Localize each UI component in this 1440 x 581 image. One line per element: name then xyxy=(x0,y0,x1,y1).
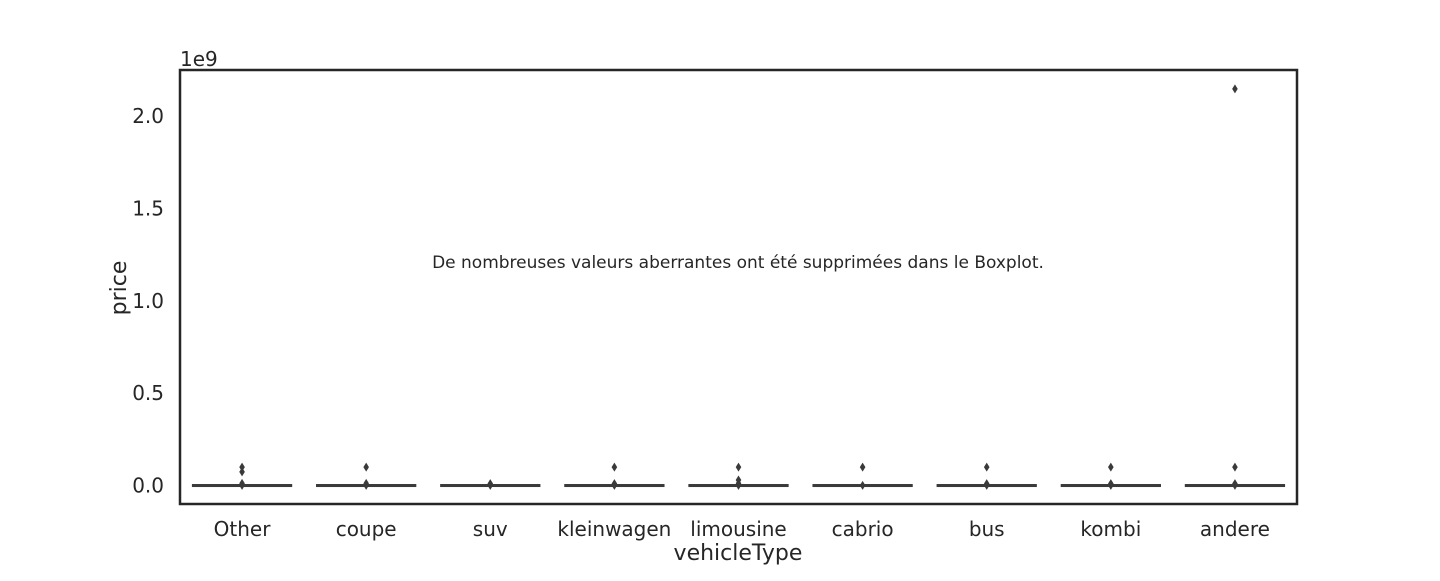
x-tick-label: limousine xyxy=(690,517,786,541)
x-tick-label: Other xyxy=(214,517,272,541)
x-tick-label: kleinwagen xyxy=(557,517,671,541)
x-axis-title: vehicleType xyxy=(674,541,803,566)
outlier-point xyxy=(983,462,990,472)
outlier-removal-annotation: De nombreuses valeurs aberrantes ont été… xyxy=(432,253,1044,273)
x-tick-label: coupe xyxy=(336,517,397,541)
outlier-point xyxy=(1232,480,1238,490)
x-axis-ticks: Other coupe suv kleinwagen limousine cabrio bu… xyxy=(214,517,1270,541)
plot-frame xyxy=(178,68,1299,506)
box-group-cabrio xyxy=(812,462,913,490)
y-tick-label: 1.0 xyxy=(132,289,164,313)
outlier-point xyxy=(363,462,369,472)
box-group-bus xyxy=(936,462,1037,490)
x-tick-label: andere xyxy=(1200,517,1270,541)
outlier-point xyxy=(1108,480,1114,490)
box-group-suv xyxy=(440,479,541,490)
x-tick-label: kombi xyxy=(1080,517,1141,541)
x-tick-label: suv xyxy=(473,517,508,541)
y-axis-ticks: 0.0 0.5 1.0 1.5 2.0 xyxy=(132,104,164,497)
outlier-point xyxy=(363,480,369,490)
x-tick-label: bus xyxy=(969,517,1005,541)
box-group-andere xyxy=(1184,84,1286,490)
box-group-Other xyxy=(191,462,293,490)
box-group-coupe xyxy=(316,462,417,490)
outlier-point xyxy=(239,462,245,472)
outlier-point xyxy=(983,480,990,490)
outlier-point xyxy=(611,480,618,490)
box-group-kleinwagen xyxy=(564,462,665,490)
outlier-point xyxy=(735,480,742,490)
y-tick-label: 2.0 xyxy=(132,104,164,128)
outlier-point xyxy=(239,480,245,490)
y-axis-title: price xyxy=(107,261,132,316)
boxplot-marks xyxy=(191,84,1286,490)
box-group-limousine xyxy=(688,462,789,490)
outlier-point xyxy=(859,462,866,472)
outlier-point xyxy=(859,480,866,490)
outlier-point xyxy=(611,462,618,472)
outlier-point xyxy=(1232,462,1238,472)
y-tick-label: 0.5 xyxy=(132,381,164,405)
outlier-point xyxy=(239,467,245,477)
box-group-kombi xyxy=(1060,462,1161,490)
y-axis-offset-text: 1e9 xyxy=(180,47,218,71)
outlier-point xyxy=(1108,462,1114,472)
y-tick-label: 0.0 xyxy=(132,474,164,498)
y-tick-label: 1.5 xyxy=(132,197,164,221)
outlier-point xyxy=(1232,84,1238,94)
outlier-point xyxy=(487,480,494,490)
outlier-point xyxy=(735,462,742,472)
x-tick-label: cabrio xyxy=(832,517,894,541)
